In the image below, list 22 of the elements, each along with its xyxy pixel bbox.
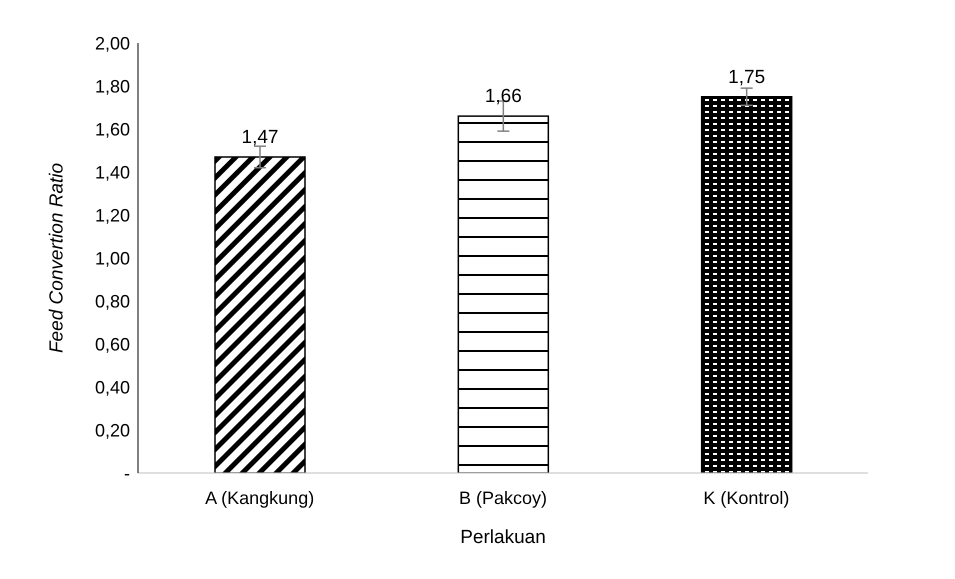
data-label: 1,66 <box>484 86 522 108</box>
y-tick-label: 0,40 <box>94 377 130 398</box>
x-axis-title: Perlakuan <box>460 527 546 548</box>
y-tick-label: 0,20 <box>94 420 130 440</box>
x-tick-label: B (Pakcoy) <box>458 488 548 508</box>
x-tick-label: K (Kontrol) <box>703 488 790 508</box>
y-tick-label: 1,80 <box>94 76 130 96</box>
y-tick-label: 0,60 <box>94 334 130 354</box>
y-tick-label: 1,40 <box>94 162 130 182</box>
bar <box>214 156 306 473</box>
y-tick-label: 0,80 <box>94 291 130 312</box>
bar <box>700 96 792 473</box>
data-label: 1,75 <box>728 66 766 88</box>
x-tick-label: A (Kangkung) <box>205 488 314 508</box>
y-axis-title: Feed Convertion Ratio <box>46 162 68 354</box>
data-label: 1,47 <box>242 126 278 148</box>
y-tick-label: 1,60 <box>94 119 130 140</box>
y-tick-label: - <box>124 463 130 484</box>
bar <box>458 115 550 473</box>
y-tick-label: 1,20 <box>94 205 130 226</box>
y-tick-label: 2,00 <box>94 33 130 54</box>
y-tick-label: 1,00 <box>94 248 130 268</box>
